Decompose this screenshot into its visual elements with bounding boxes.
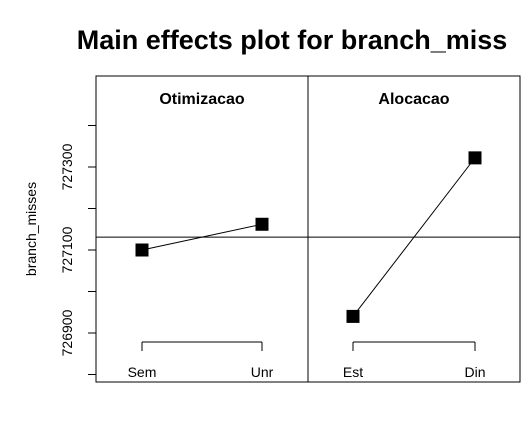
data-point bbox=[468, 151, 482, 165]
x-tick-label: Sem bbox=[128, 364, 157, 380]
x-tick-label: Unr bbox=[251, 364, 274, 380]
y-tick-label: 727100 bbox=[59, 226, 75, 273]
y-axis-label: branch_misses bbox=[23, 182, 39, 276]
x-tick-label: Din bbox=[464, 364, 485, 380]
panel-title-alocacao: Alocacao bbox=[378, 91, 449, 108]
y-tick-label: 726900 bbox=[59, 309, 75, 356]
y-tick-label: 727300 bbox=[59, 143, 75, 190]
plot-area: 726900 727100 727300 Otimizacao Sem Unr Alocac… bbox=[59, 75, 521, 383]
data-point bbox=[135, 243, 149, 257]
x-tick-label: Est bbox=[343, 364, 363, 380]
chart-title: Main effects plot for branch_miss bbox=[77, 25, 508, 55]
data-point bbox=[255, 217, 269, 231]
effect-line bbox=[352, 157, 476, 317]
panel-title-otimizacao: Otimizacao bbox=[159, 91, 245, 108]
data-point bbox=[346, 309, 360, 323]
effect-line bbox=[141, 223, 263, 251]
